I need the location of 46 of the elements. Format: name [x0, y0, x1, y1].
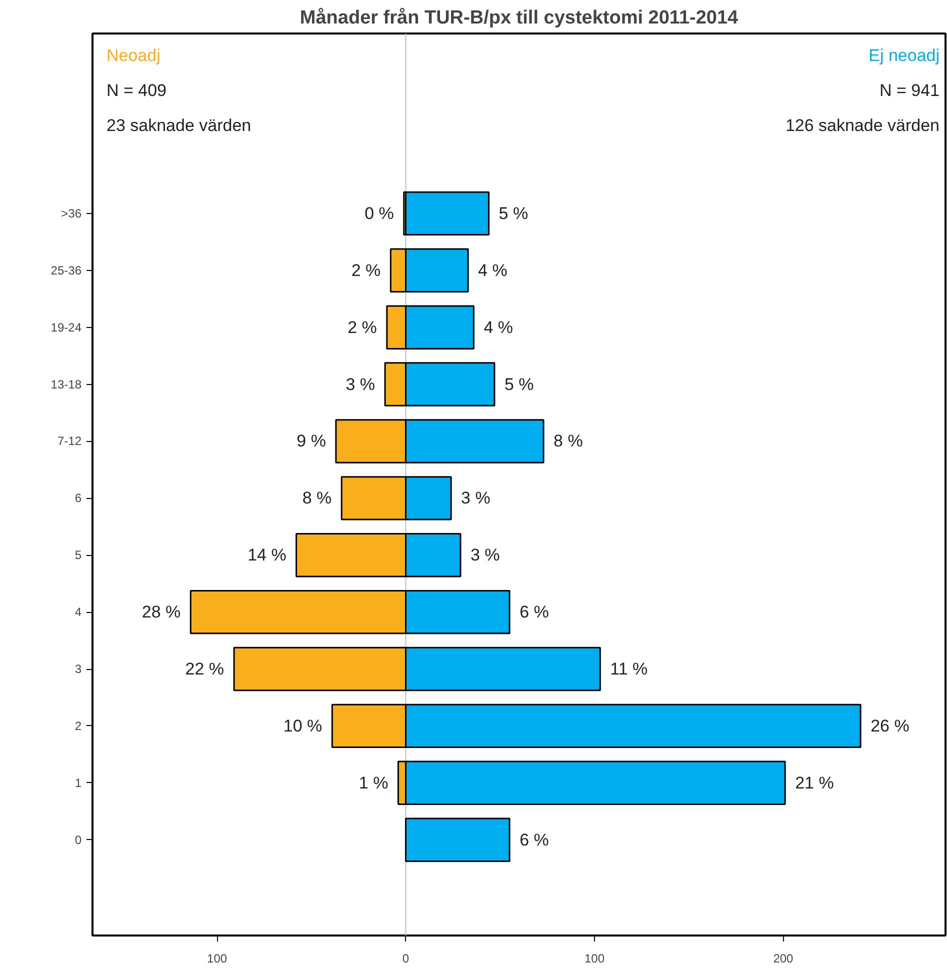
annotation: 6 % [520, 830, 549, 850]
text: Neoadj [106, 46, 160, 65]
annotation: 14 % [248, 546, 286, 565]
text: 126 saknade värden [785, 116, 940, 135]
annotation: 3 % [461, 488, 490, 508]
annotation: 28 % [142, 602, 181, 622]
annotation: 5 % [504, 374, 534, 394]
text: N = 941 [879, 81, 940, 100]
annotation: 5 % [498, 204, 528, 223]
y-tick-label: 7-12 [57, 434, 82, 448]
annotation: 11 % [610, 660, 648, 678]
annotation: 3 % [346, 374, 376, 394]
y-tick-label: 4 [74, 605, 82, 620]
annotation: 2 % [351, 260, 381, 280]
text: 23 saknade värden [106, 116, 252, 135]
y-tick-label: >36 [61, 206, 82, 220]
annotation: 6 % [520, 602, 549, 622]
annotation: 2 % [348, 318, 377, 337]
text: N = 409 [106, 81, 167, 100]
y-tick-label: 6 [74, 491, 82, 506]
x-tick-label: 100 [207, 952, 228, 966]
annotation: 4 % [484, 318, 514, 337]
annotation: 21 % [795, 773, 834, 792]
annotation: 0 % [364, 204, 394, 223]
annotation: 22 % [185, 660, 224, 678]
x-tick-label: 0 [402, 952, 410, 966]
y-tick-label: 1 [74, 776, 82, 790]
annotation: 9 % [296, 432, 326, 451]
y-tick-label: 25-36 [50, 263, 82, 278]
chart-title: Månader från TUR-B/px till cystektomi 2011-2014 [300, 8, 739, 28]
y-tick-label: 5 [74, 548, 82, 562]
y-tick-label: 0 [74, 832, 82, 847]
y-tick-label: 2 [74, 718, 82, 733]
y-tick-label: 19-24 [50, 320, 82, 334]
annotation: 26 % [870, 716, 910, 736]
annotation: 8 % [302, 488, 332, 508]
annotation: 8 % [554, 432, 583, 451]
annotation: 1 % [358, 773, 388, 792]
text: Ej neoadj [868, 46, 940, 65]
y-tick-label: 3 [74, 662, 82, 676]
annotation: 10 % [283, 716, 322, 736]
x-tick-label: 100 [584, 952, 605, 966]
x-tick-label: 200 [773, 952, 794, 966]
annotation: 4 % [478, 260, 508, 280]
annotation: 3 % [470, 546, 500, 565]
y-tick-label: 13-18 [50, 377, 82, 392]
